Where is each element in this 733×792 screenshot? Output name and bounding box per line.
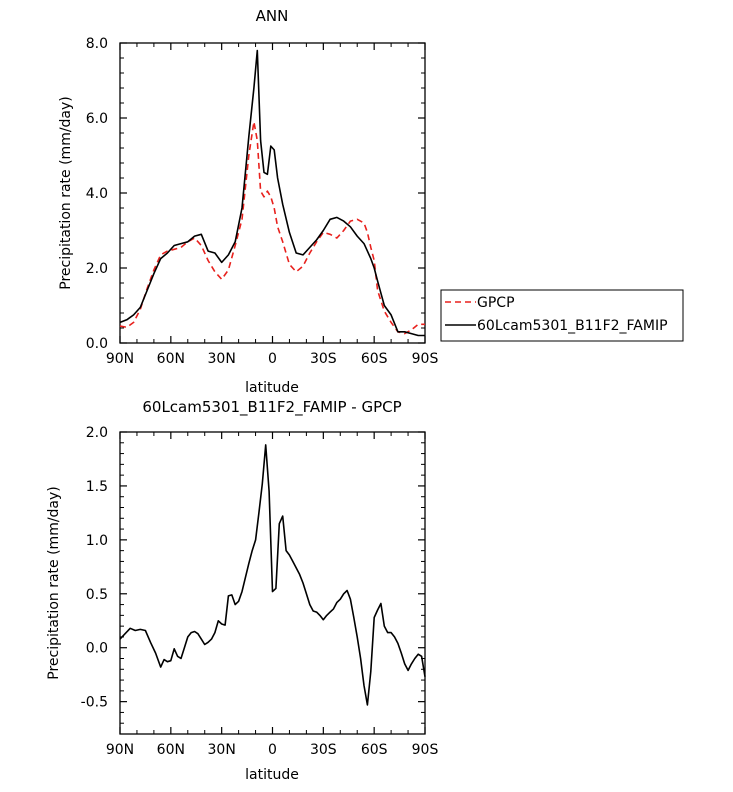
bottom-xlabel: latitude [245, 767, 299, 783]
bottom-ytick-label: 2.0 [86, 425, 108, 441]
legend: GPCP 60Lcam5301_B11F2_FAMIP [440, 289, 684, 342]
top-xtick-label: 60N [157, 351, 185, 367]
top-series-line-2 [119, 49, 425, 337]
bottom-xtick-label: 90S [412, 742, 439, 758]
top-ytick-label: 6.0 [86, 111, 108, 127]
bottom-ytick-label: 1.0 [86, 533, 108, 549]
top-ytick-label: 4.0 [86, 186, 108, 202]
bottom-title: 60Lcam5301_B11F2_FAMIP - GPCP [142, 398, 401, 417]
legend-label-gpcp: GPCP [477, 295, 515, 311]
legend-label-model: 60Lcam5301_B11F2_FAMIP [477, 318, 668, 334]
bottom-ytick-label: 0.5 [86, 587, 108, 603]
legend-box [440, 289, 684, 342]
bottom-xtick-label: 0 [268, 742, 277, 758]
top-xtick-label: 0 [268, 351, 277, 367]
top-series-group [119, 49, 425, 337]
top-ytick-label: 8.0 [86, 36, 108, 52]
top-ylabel: Precipitation rate (mm/day) [58, 96, 74, 290]
bottom-ytick-label: -0.5 [81, 695, 108, 711]
bottom-xtick-label: 60N [157, 742, 185, 758]
bottom-xtick-label: 90N [106, 742, 134, 758]
top-ytick-label: 2.0 [86, 261, 108, 277]
bottom-panel: 60Lcam5301_B11F2_FAMIP - GPCP 90N 60N 30N 0… [46, 398, 438, 783]
bottom-xtick-label: 60S [361, 742, 388, 758]
bottom-ytick-label: 1.5 [86, 479, 108, 495]
top-xtick-label: 30N [208, 351, 236, 367]
top-title: ANN [256, 7, 289, 25]
top-xlabel: latitude [245, 380, 299, 396]
top-xtick-label: 90N [106, 351, 134, 367]
top-ytick-label: 0.0 [86, 336, 108, 352]
bottom-series-line-1 [119, 444, 426, 706]
bottom-series-group [119, 444, 426, 706]
bottom-xtick-label: 30S [310, 742, 337, 758]
bottom-ytick-label: 0.0 [86, 641, 108, 657]
top-xtick-label: 30S [310, 351, 337, 367]
bottom-xtick-label: 30N [208, 742, 236, 758]
top-series-line-1 [119, 121, 425, 335]
top-panel: ANN 90N 60N 30N 0 30S 60S 90S 0.0 2.0 4.0 6.0 8.0 l… [58, 7, 438, 396]
top-xtick-label: 90S [412, 351, 439, 367]
bottom-axis-ticks: 90N 60N 30N 0 30S 60S 90S -0.5 0.0 0.5 1.0 1.5 2.0 [81, 425, 439, 758]
bottom-ylabel: Precipitation rate (mm/day) [46, 486, 62, 680]
top-axis-ticks: 90N 60N 30N 0 30S 60S 90S 0.0 2.0 4.0 6.0 8.0 [86, 36, 439, 367]
top-xtick-label: 60S [361, 351, 388, 367]
